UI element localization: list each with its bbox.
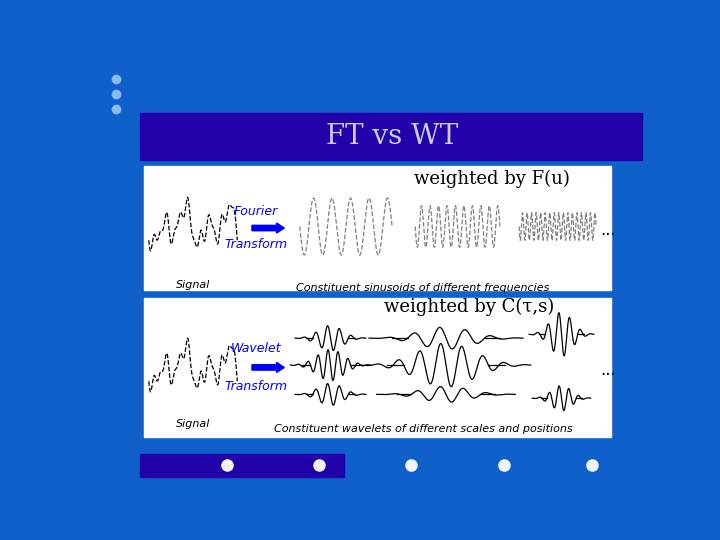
Text: Constituent sinusoids of different frequencies: Constituent sinusoids of different frequ…	[296, 284, 549, 293]
Text: weighted by F(u): weighted by F(u)	[414, 170, 570, 188]
Bar	[144, 166, 611, 289]
Text: ...: ...	[600, 361, 616, 380]
Text: Wavelet: Wavelet	[230, 342, 281, 355]
Text: Fourier: Fourier	[234, 205, 278, 218]
Bar	[140, 112, 642, 160]
FancyArrow shape	[252, 223, 284, 233]
Text: FT vs WT: FT vs WT	[326, 123, 458, 150]
Bar	[144, 298, 611, 437]
Bar	[140, 454, 343, 477]
Text: Signal: Signal	[176, 280, 211, 291]
FancyArrow shape	[252, 362, 284, 373]
Text: Transform: Transform	[225, 380, 287, 393]
Text: Transform: Transform	[225, 239, 287, 252]
Text: ...: ...	[600, 220, 616, 239]
Text: Constituent wavelets of different scales and positions: Constituent wavelets of different scales…	[274, 423, 572, 434]
Text: weighted by C(τ,s): weighted by C(τ,s)	[384, 298, 554, 316]
Text: Signal: Signal	[176, 419, 211, 429]
